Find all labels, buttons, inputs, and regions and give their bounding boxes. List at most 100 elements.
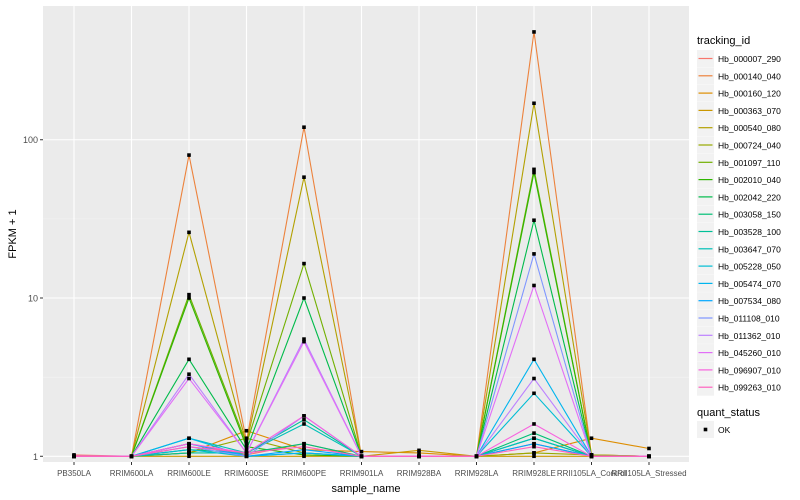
x-tick-label: RRII105LA_Stressed — [611, 469, 686, 478]
legend-label: Hb_000540_080 — [718, 123, 781, 133]
x-tick-label: RRIM600SE — [224, 469, 268, 478]
x-tick-label: RRIM600PE — [282, 469, 326, 478]
legend-label: Hb_007534_080 — [718, 296, 781, 306]
data-point — [647, 446, 651, 451]
data-point — [532, 283, 536, 288]
data-point — [359, 454, 364, 459]
y-tick-label: 100 — [23, 135, 38, 145]
data-point — [532, 444, 536, 449]
legend-label: Hb_005474_070 — [718, 279, 781, 289]
legend-label: Hb_001097_110 — [718, 158, 781, 168]
data-point — [187, 230, 191, 235]
legend2-label: OK — [718, 425, 731, 435]
legend-label: Hb_099263_010 — [718, 383, 781, 393]
legend-label: Hb_000363_070 — [718, 106, 781, 116]
series-points — [72, 30, 651, 459]
data-point — [302, 453, 306, 457]
data-point — [532, 218, 536, 223]
data-point — [187, 444, 191, 449]
data-point — [532, 454, 536, 459]
x-tick-label: RRIM600LE — [167, 469, 211, 478]
legend2-items: OK — [697, 421, 731, 438]
legend-label: Hb_000160_120 — [718, 89, 781, 99]
legend-label: Hb_000140_040 — [718, 71, 781, 81]
data-point — [244, 444, 249, 449]
data-point — [532, 422, 536, 426]
x-tick-label: RRIM928LA — [455, 469, 499, 478]
data-point — [532, 101, 536, 106]
data-point — [302, 414, 306, 418]
data-point — [244, 447, 249, 452]
x-tick-label: PB350LA — [57, 469, 91, 478]
y-axis-title: FPKM + 1 — [7, 209, 19, 258]
data-point — [187, 451, 191, 455]
data-point — [532, 357, 536, 362]
legend-label: Hb_000724_040 — [718, 141, 781, 151]
legend-label: Hb_096907_010 — [718, 365, 781, 375]
legend-label: Hb_000007_290 — [718, 54, 781, 64]
data-point — [244, 439, 249, 443]
data-point — [244, 454, 249, 459]
data-point — [589, 436, 594, 441]
data-point — [302, 125, 306, 130]
data-point — [187, 447, 191, 452]
data-point — [359, 449, 364, 454]
data-point — [532, 376, 536, 381]
legend2-title: quant_status — [697, 407, 760, 419]
data-point — [302, 261, 306, 266]
data-point — [302, 339, 306, 344]
data-point — [647, 454, 651, 459]
data-point — [302, 441, 306, 446]
y-axis: 1 10 100 — [23, 135, 43, 462]
data-point — [532, 167, 536, 172]
legend-label: Hb_005228_050 — [718, 262, 781, 272]
data-point — [302, 444, 306, 449]
grid-major — [43, 6, 689, 462]
legend-quant-status: quant_status OK — [697, 407, 760, 438]
data-point — [187, 372, 191, 377]
data-point — [72, 454, 76, 459]
panel-background — [43, 6, 689, 462]
data-point — [244, 451, 249, 455]
x-tick-label: RRIM928BA — [397, 469, 442, 478]
data-point — [532, 252, 536, 256]
legend-label: Hb_003528_100 — [718, 227, 781, 237]
data-point — [532, 451, 536, 455]
x-tick-label: RRII105LA_Control — [557, 469, 627, 478]
data-point — [244, 428, 249, 433]
legend-title: tracking_id — [697, 35, 750, 47]
data-point — [302, 447, 306, 452]
x-tick-label: RRIM928LE — [512, 469, 556, 478]
data-point — [302, 422, 306, 426]
data-point — [187, 376, 191, 381]
data-point — [532, 431, 536, 435]
data-point — [532, 441, 536, 446]
data-point — [187, 357, 191, 362]
legend2-swatch — [703, 427, 708, 432]
data-point — [187, 292, 191, 297]
legend-label: Hb_002042_220 — [718, 192, 781, 202]
legend-label: Hb_002010_040 — [718, 175, 781, 185]
legend-label: Hb_003058_150 — [718, 210, 781, 220]
data-point — [302, 175, 306, 179]
legend-label: Hb_011108_010 — [718, 314, 780, 324]
data-point — [532, 436, 536, 441]
legend-items: Hb_000007_290 Hb_000140_040 Hb_000160_120 H… — [697, 50, 781, 396]
data-point — [187, 436, 191, 441]
legend: tracking_id Hb_000007_290Hb_000140_040Hb… — [697, 35, 781, 396]
data-point — [589, 454, 594, 459]
legend-label: Hb_003647_070 — [718, 244, 781, 254]
x-tick-label: RRIM901LA — [340, 469, 384, 478]
data-point — [417, 451, 421, 455]
data-point — [417, 448, 421, 453]
data-point — [302, 337, 306, 341]
data-point — [187, 296, 191, 300]
data-point — [532, 30, 536, 34]
y-tick-label: 10 — [28, 294, 38, 304]
x-axis: PB350LA RRIM600LA RRIM600LE RRIM600SE RRIM60… — [57, 462, 687, 478]
data-point — [302, 417, 306, 422]
data-point — [129, 454, 134, 459]
legend-label: Hb_045260_010 — [718, 348, 781, 358]
data-point — [187, 454, 191, 459]
